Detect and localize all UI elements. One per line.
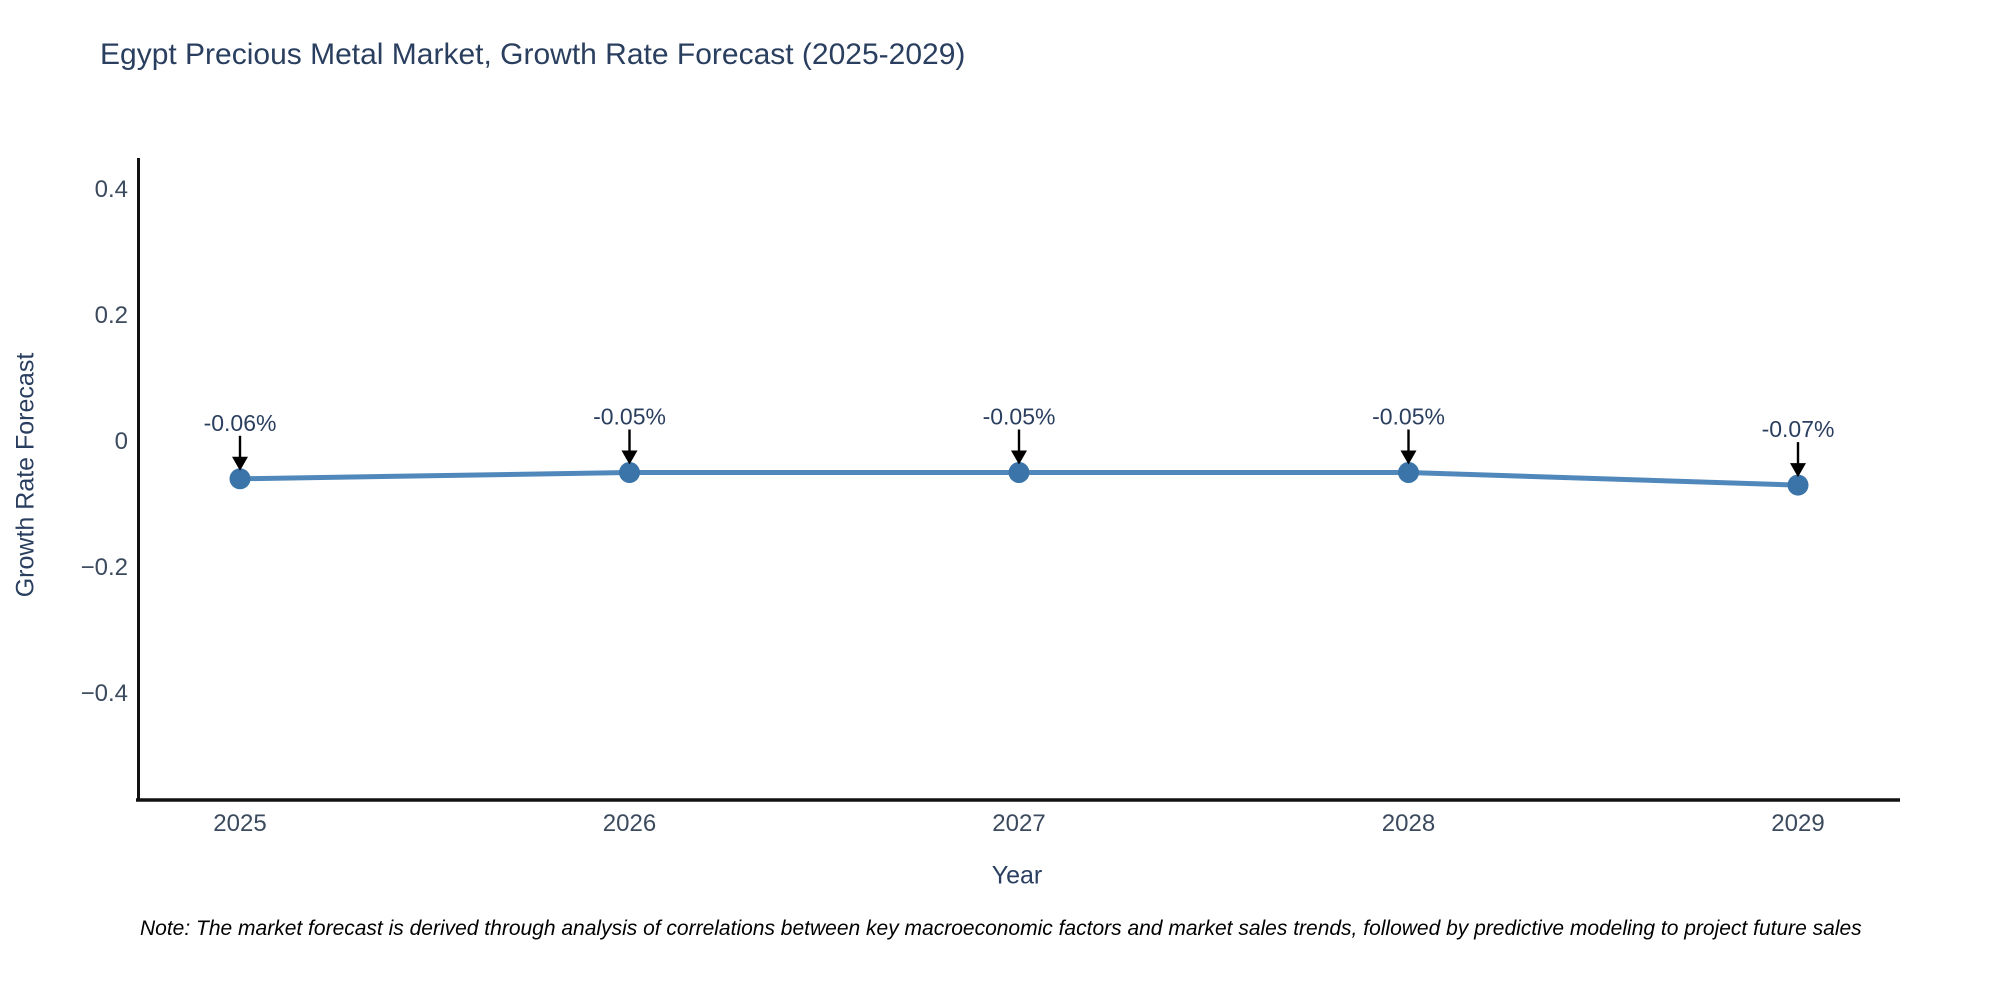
- chart-title: Egypt Precious Metal Market, Growth Rate…: [100, 38, 966, 71]
- x-tick-labels: 2025 2026 2027 2028 2029: [213, 810, 1824, 837]
- footnote-text: Note: The market forecast is derived thr…: [140, 917, 1862, 940]
- data-point-marker[interactable]: [1787, 474, 1809, 496]
- point-annotation-label: -0.05%: [1372, 404, 1445, 430]
- annotation-arrowhead-icon: [1790, 463, 1806, 478]
- x-tick-label: 2025: [213, 810, 266, 837]
- annotation-arrowhead-icon: [232, 456, 248, 471]
- y-tick-label: −0.2: [81, 554, 128, 581]
- annotation-arrowhead-icon: [1011, 450, 1027, 465]
- markers-group: [229, 462, 1809, 496]
- x-axis-title: Year: [991, 861, 1043, 890]
- y-tick-label: 0: [115, 428, 128, 455]
- x-tick-label: 2029: [1771, 810, 1824, 837]
- annotations-group: -0.06% -0.05% -0.05% -0.05% -0.07%: [204, 404, 1835, 478]
- y-tick-label: 0.2: [95, 302, 128, 329]
- point-annotation-label: -0.05%: [983, 404, 1056, 430]
- x-tick-label: 2026: [603, 810, 656, 837]
- data-point-marker[interactable]: [1398, 462, 1419, 483]
- annotation-arrowhead-icon: [1400, 450, 1417, 465]
- y-axis-title: Growth Rate Forecast: [11, 352, 40, 598]
- axes-group: [136, 158, 1900, 802]
- point-annotation-label: -0.07%: [1762, 416, 1835, 442]
- y-tick-label: 0.4: [95, 176, 128, 203]
- data-point-marker[interactable]: [229, 468, 251, 490]
- y-tick-labels: 0.4 0.2 0 −0.2 −0.4: [81, 176, 128, 707]
- annotation-arrowhead-icon: [621, 450, 638, 465]
- x-tick-label: 2028: [1382, 810, 1435, 837]
- point-annotation-label: -0.06%: [204, 410, 277, 436]
- point-annotation-label: -0.05%: [593, 404, 666, 430]
- data-point-marker[interactable]: [1008, 462, 1030, 483]
- data-point-marker[interactable]: [619, 462, 640, 483]
- x-tick-label: 2027: [992, 810, 1045, 837]
- y-tick-label: −0.4: [81, 680, 128, 707]
